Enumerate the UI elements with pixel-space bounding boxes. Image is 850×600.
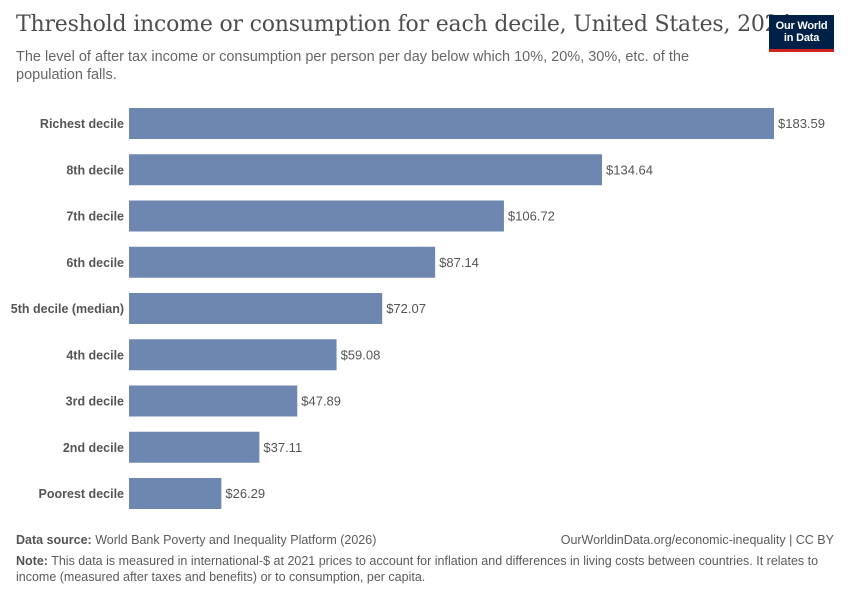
bar[interactable] — [129, 200, 504, 232]
category-label: 7th decile — [66, 210, 124, 224]
logo-line-2: in Data — [783, 32, 820, 44]
note-text: This data is measured in international-$… — [16, 554, 819, 584]
data-source-label: Data source: — [16, 533, 92, 547]
value-label: $37.11 — [263, 440, 302, 455]
category-label: 8th decile — [66, 163, 124, 177]
owid-logo[interactable]: Our World in Data — [769, 15, 834, 52]
bar[interactable] — [129, 246, 436, 278]
value-label: $134.64 — [606, 162, 653, 177]
value-label: $59.08 — [341, 347, 381, 362]
category-label: Richest decile — [40, 117, 124, 131]
bar[interactable] — [129, 385, 298, 417]
bar[interactable] — [129, 431, 260, 463]
data-source-text[interactable]: World Bank Poverty and Inequality Platfo… — [95, 533, 377, 547]
logo-line-1: Our World — [775, 20, 828, 32]
category-label: 3rd decile — [66, 395, 124, 409]
category-label: 4th decile — [66, 348, 124, 362]
value-label: $47.89 — [301, 394, 341, 409]
bar[interactable] — [129, 478, 222, 509]
chart-title: Threshold income or consumption for each… — [16, 12, 793, 37]
chart-subtitle: The level of after tax income or consump… — [16, 49, 690, 83]
bar[interactable] — [129, 154, 603, 186]
footer-source-row: Data source: World Bank Poverty and Ineq… — [16, 533, 834, 547]
bar-chart: Richest decile $183.59 8th decile $134.64 7t… — [11, 108, 825, 509]
category-label: 6th decile — [66, 256, 124, 270]
value-label: $26.29 — [225, 486, 265, 501]
source-url-link[interactable]: OurWorldinData.org/economic-inequality |… — [560, 533, 834, 547]
bar[interactable] — [129, 293, 383, 324]
value-label: $87.14 — [439, 255, 479, 270]
footer-note: Note: This data is measured in internati… — [16, 553, 834, 585]
category-label: 2nd decile — [63, 441, 124, 455]
value-label: $183.59 — [778, 116, 825, 131]
category-label: Poorest decile — [39, 487, 124, 501]
value-label: $106.72 — [508, 209, 555, 224]
note-label: Note: — [16, 554, 48, 568]
bar[interactable] — [129, 339, 337, 371]
data-source: Data source: World Bank Poverty and Ineq… — [16, 533, 376, 547]
bar[interactable] — [129, 108, 774, 139]
category-label: 5th decile (median) — [11, 302, 124, 316]
value-label: $72.07 — [386, 301, 426, 316]
